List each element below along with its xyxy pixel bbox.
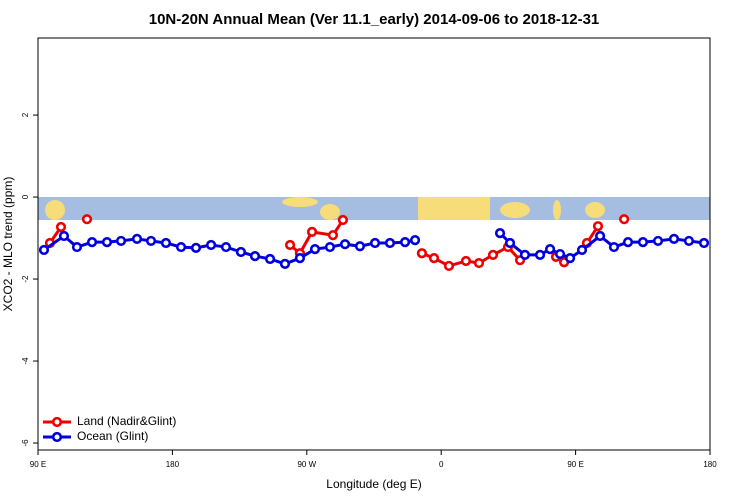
legend-marker bbox=[51, 431, 63, 443]
point bbox=[101, 237, 113, 248]
point bbox=[115, 235, 127, 247]
point bbox=[519, 249, 531, 260]
point bbox=[38, 244, 50, 256]
point bbox=[327, 230, 339, 241]
point bbox=[309, 244, 321, 255]
point bbox=[428, 253, 440, 264]
y-tick-label: -2 bbox=[21, 275, 30, 283]
point bbox=[487, 249, 499, 260]
point bbox=[564, 253, 576, 264]
point bbox=[81, 214, 93, 225]
point bbox=[619, 214, 630, 225]
legend-label: Land (Nadir&Glint) bbox=[77, 414, 176, 428]
point bbox=[369, 237, 381, 249]
point bbox=[71, 241, 83, 253]
series-line bbox=[43, 232, 705, 266]
y-tick-label: 0 bbox=[21, 194, 30, 199]
point bbox=[235, 246, 247, 258]
point bbox=[416, 248, 428, 259]
map-strip bbox=[38, 197, 710, 220]
x-axis-label: Longitude (deg E) bbox=[326, 477, 421, 491]
y-axis-label: XCO2 - MLO trend (ppm) bbox=[1, 177, 15, 312]
x-tick-label: 90 E bbox=[567, 460, 583, 469]
point bbox=[652, 235, 664, 247]
point bbox=[544, 244, 556, 255]
point bbox=[399, 237, 411, 248]
point bbox=[337, 214, 349, 226]
point bbox=[190, 242, 202, 253]
point bbox=[622, 237, 634, 248]
x-tick-label: 90 W bbox=[297, 460, 316, 469]
chart-title: 10N-20N Annual Mean (Ver 11.1_early) 201… bbox=[149, 11, 600, 28]
legend-marker bbox=[51, 416, 63, 428]
point bbox=[443, 260, 455, 272]
point bbox=[576, 244, 588, 256]
point bbox=[494, 228, 506, 239]
point bbox=[698, 237, 710, 249]
point bbox=[668, 233, 680, 244]
y-tick-label: -6 bbox=[21, 439, 30, 447]
point bbox=[683, 235, 695, 247]
point bbox=[339, 239, 351, 250]
point bbox=[145, 235, 157, 247]
point bbox=[306, 226, 318, 238]
point bbox=[86, 237, 98, 248]
point bbox=[160, 237, 172, 249]
point bbox=[58, 230, 70, 242]
x-tick-label: 180 bbox=[166, 460, 180, 469]
point bbox=[637, 237, 649, 248]
point bbox=[294, 253, 306, 264]
point bbox=[324, 241, 336, 253]
point bbox=[249, 250, 261, 262]
point bbox=[554, 248, 566, 260]
x-tick-label: 180 bbox=[703, 460, 717, 469]
point bbox=[220, 241, 232, 253]
point bbox=[594, 230, 606, 242]
point bbox=[534, 249, 546, 260]
point bbox=[131, 233, 143, 244]
point bbox=[504, 237, 516, 249]
point bbox=[264, 253, 276, 265]
x-tick-label: 90 E bbox=[30, 460, 46, 469]
point bbox=[384, 237, 396, 249]
point bbox=[409, 235, 421, 246]
point bbox=[608, 241, 620, 253]
point bbox=[460, 255, 472, 267]
point bbox=[284, 239, 296, 251]
plot-frame bbox=[37, 37, 711, 451]
legend-label: Ocean (Glint) bbox=[77, 429, 148, 443]
point bbox=[279, 258, 291, 269]
point bbox=[592, 221, 604, 232]
y-tick-label: 2 bbox=[21, 112, 30, 117]
y-tick-label: -4 bbox=[21, 357, 30, 365]
point bbox=[205, 239, 217, 251]
point bbox=[55, 221, 67, 233]
point bbox=[175, 241, 187, 253]
point bbox=[354, 241, 366, 252]
x-tick-label: 0 bbox=[439, 460, 444, 469]
point bbox=[473, 257, 485, 269]
